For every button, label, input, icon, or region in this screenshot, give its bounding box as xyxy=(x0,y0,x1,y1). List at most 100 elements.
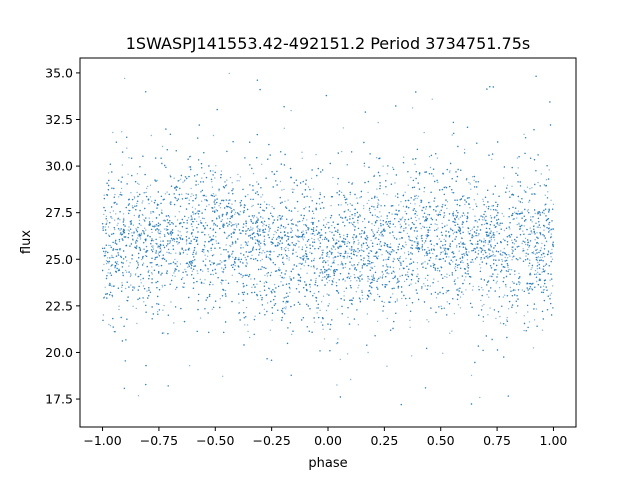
data-point xyxy=(443,238,445,241)
data-point xyxy=(170,301,172,303)
data-point xyxy=(130,192,132,194)
data-point xyxy=(149,184,152,186)
data-point xyxy=(367,191,369,194)
data-point xyxy=(541,242,543,245)
data-point xyxy=(184,179,186,181)
data-point xyxy=(173,272,175,274)
data-point xyxy=(275,232,278,234)
data-point xyxy=(509,268,511,271)
data-point xyxy=(109,244,111,247)
data-point xyxy=(262,217,264,219)
data-point xyxy=(417,273,419,275)
data-point xyxy=(119,219,121,221)
data-point xyxy=(386,194,388,196)
data-point xyxy=(380,215,382,217)
data-point xyxy=(283,188,285,191)
data-point xyxy=(534,239,536,241)
data-point xyxy=(298,240,300,243)
data-point xyxy=(284,253,287,256)
data-point xyxy=(199,278,201,280)
data-point xyxy=(151,231,153,234)
data-point xyxy=(533,246,535,248)
data-point xyxy=(350,280,352,282)
data-point xyxy=(263,223,265,226)
data-point xyxy=(540,234,542,236)
data-point xyxy=(442,251,444,253)
data-point xyxy=(290,109,292,112)
data-point xyxy=(490,208,492,211)
data-point xyxy=(152,240,155,242)
data-point xyxy=(128,265,130,267)
data-point xyxy=(173,240,176,242)
data-point xyxy=(359,299,361,301)
data-point xyxy=(524,237,527,240)
data-point xyxy=(440,305,442,307)
data-point xyxy=(394,226,396,228)
data-point xyxy=(473,179,475,181)
data-point xyxy=(111,217,113,219)
data-point xyxy=(340,191,343,194)
data-point xyxy=(336,384,338,386)
data-point xyxy=(225,199,228,202)
data-point xyxy=(378,204,380,206)
data-point xyxy=(298,262,300,265)
data-point xyxy=(537,271,539,273)
data-point xyxy=(173,322,175,324)
data-point xyxy=(160,249,162,251)
data-point xyxy=(448,171,451,173)
data-point xyxy=(221,271,223,273)
data-point xyxy=(238,302,240,304)
data-point xyxy=(205,205,208,207)
data-point xyxy=(457,288,459,290)
data-point xyxy=(468,181,470,184)
data-point xyxy=(138,183,140,185)
data-point xyxy=(370,286,372,288)
data-point xyxy=(219,207,222,209)
data-point xyxy=(476,221,478,223)
data-point xyxy=(205,222,207,224)
data-point xyxy=(127,209,130,212)
data-point xyxy=(456,244,458,247)
data-point xyxy=(426,263,429,265)
data-point xyxy=(549,229,551,232)
data-point xyxy=(148,217,150,219)
data-point xyxy=(274,230,276,233)
data-point xyxy=(316,267,318,270)
data-point xyxy=(434,223,436,225)
data-point xyxy=(315,153,317,156)
data-point xyxy=(336,183,339,185)
data-point xyxy=(536,232,538,234)
data-point xyxy=(266,273,268,275)
data-point xyxy=(125,269,127,272)
data-point xyxy=(136,268,138,270)
data-point xyxy=(246,229,249,231)
data-point xyxy=(353,225,355,227)
data-point xyxy=(504,256,506,259)
data-point xyxy=(262,250,264,252)
data-point xyxy=(289,291,291,294)
data-point xyxy=(144,254,147,257)
data-point xyxy=(127,173,129,175)
data-point xyxy=(107,234,110,236)
data-point xyxy=(176,261,178,263)
data-point xyxy=(381,254,383,256)
data-point xyxy=(126,147,128,149)
data-point xyxy=(537,257,539,259)
data-point xyxy=(129,262,131,264)
data-point xyxy=(109,325,112,327)
data-point xyxy=(187,266,189,268)
data-point xyxy=(140,224,142,226)
data-point xyxy=(196,220,198,223)
data-point xyxy=(551,258,554,260)
data-point xyxy=(506,319,508,321)
data-point xyxy=(548,224,550,226)
data-point xyxy=(352,238,355,240)
data-point xyxy=(168,242,171,245)
data-point xyxy=(416,214,418,217)
data-point xyxy=(474,215,476,217)
data-point xyxy=(487,314,489,316)
data-point xyxy=(465,179,468,181)
data-point xyxy=(118,240,121,243)
data-point xyxy=(330,247,333,250)
data-point xyxy=(262,222,264,224)
